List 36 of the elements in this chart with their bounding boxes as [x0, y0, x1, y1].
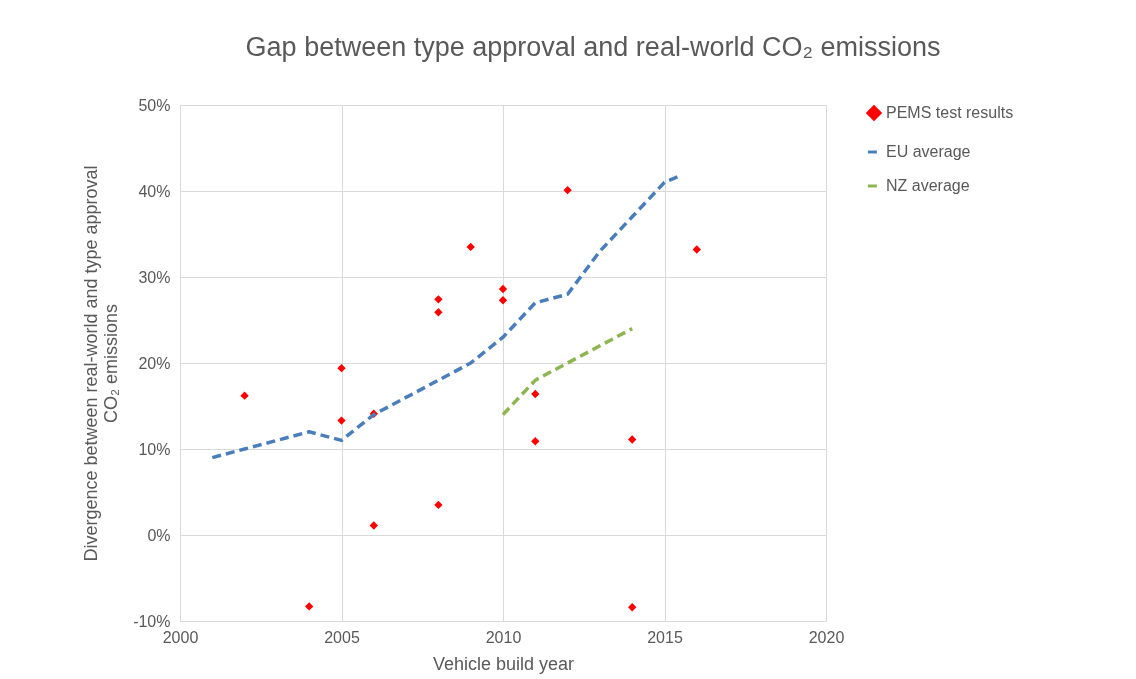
legend-label: NZ average — [886, 177, 970, 194]
point — [498, 296, 508, 305]
x-tick-label: 2015 — [647, 628, 683, 646]
y-tick-label: 0% — [147, 526, 171, 544]
x-axis-title: Vehicle build year — [432, 653, 575, 674]
point — [434, 295, 443, 304]
point — [692, 245, 701, 254]
y-tick-label: 20% — [138, 354, 171, 372]
point — [466, 242, 475, 252]
legend-label: EU average — [886, 143, 971, 160]
y-tick-label: 50% — [138, 96, 171, 114]
x-tick-label: 2010 — [485, 628, 522, 646]
point — [369, 521, 378, 530]
chart-title: Gap between type approval and real-world CO₂ emissions — [245, 32, 941, 62]
y-tick-label: 30% — [138, 268, 171, 286]
x-tick-label: 2020 — [808, 628, 845, 646]
y-tick-label: -10% — [133, 612, 171, 630]
y-axis-title: Divergence between real-world and type approval CO₂ emissions — [81, 165, 122, 562]
point — [434, 308, 443, 317]
x-tick-label: 2005 — [324, 628, 360, 646]
point — [498, 284, 508, 294]
point — [434, 500, 443, 510]
point — [563, 185, 572, 195]
point — [240, 391, 249, 400]
point — [628, 603, 637, 612]
x-tick-label: 2000 — [162, 628, 199, 646]
y-tick-label: 10% — [138, 440, 171, 458]
line-series — [501, 326, 634, 417]
legend-label: PEMS test results — [886, 104, 1014, 121]
y-tick-label: 40% — [138, 182, 171, 200]
point — [305, 602, 314, 611]
point — [531, 389, 540, 399]
point — [337, 416, 346, 425]
point — [337, 363, 346, 373]
point — [628, 435, 637, 444]
point — [531, 437, 540, 446]
